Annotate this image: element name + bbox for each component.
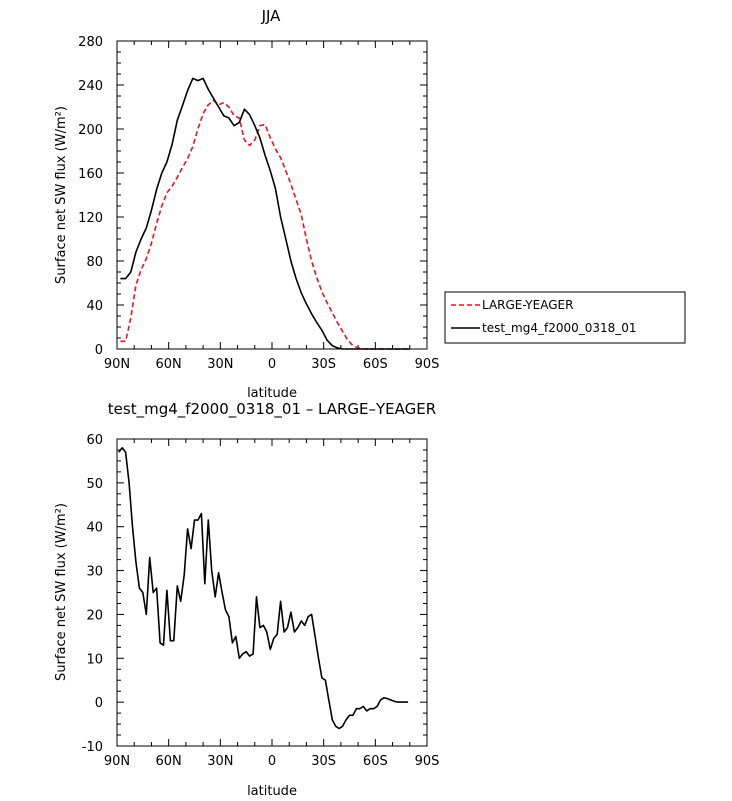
bottom-y-tick-label: 50: [86, 477, 103, 492]
bottom-plot-frame: [116, 438, 428, 747]
top-series-line-1: [120, 77, 410, 350]
bottom-x-tick-label: 90N: [104, 754, 130, 769]
bottom-y-tick-label: 20: [86, 608, 103, 623]
top-y-axis-title: Surface net SW flux (W/m²): [54, 106, 69, 284]
bottom-x-tick-label: 90S: [415, 754, 440, 769]
bottom-y-tick-labels: -10 0 10 20 30 40 50 60: [82, 433, 103, 755]
top-y-tick-label: 0: [95, 343, 103, 358]
bottom-y-tick-label: 0: [95, 696, 103, 711]
bottom-x-tick-label: 60S: [363, 754, 388, 769]
bottom-x-axis-title: latitude: [247, 784, 297, 799]
top-x-axis-title: latitude: [247, 386, 297, 401]
bottom-x-tick-label: 0: [268, 754, 276, 769]
top-y-tick-label: 200: [78, 123, 103, 138]
bottom-y-tick-label: 60: [86, 433, 103, 448]
bottom-series-line-0: [118, 446, 409, 730]
bottom-y-tick-label: 40: [86, 521, 103, 536]
top-y-tick-label: 80: [86, 255, 103, 270]
bottom-y-tick-label: -10: [82, 740, 103, 755]
top-y-tick-label: 240: [78, 79, 103, 94]
top-chart-title: JJA: [261, 7, 282, 25]
top-plot-frame: [116, 40, 428, 350]
top-y-tick-labels: 0 40 80 120 160 200 240 280: [78, 35, 103, 358]
bottom-x-tick-labels: 90N 60N 30N 0 30S 60S 90S: [104, 754, 440, 769]
top-x-tick-label: 90S: [415, 357, 440, 372]
top-y-tick-label: 280: [78, 35, 103, 50]
top-series-group: [120, 77, 410, 350]
top-y-tick-label: 120: [78, 211, 103, 226]
legend: LARGE-YEAGER test_mg4_f2000_0318_01: [444, 291, 686, 344]
top-x-tick-labels: 90N 60N 30N 0 30S 60S 90S: [104, 357, 440, 372]
legend-label-test: test_mg4_f2000_0318_01: [482, 321, 637, 335]
top-y-tick-label: 160: [78, 167, 103, 182]
bottom-x-tick-label: 60N: [156, 754, 182, 769]
bottom-chart-title: test_mg4_f2000_0318_01 – LARGE–YEAGER: [108, 400, 436, 419]
top-x-tick-label: 90N: [104, 357, 130, 372]
legend-label-large-yeager: LARGE-YEAGER: [482, 298, 573, 312]
bottom-y-axis-title: Surface net SW flux (W/m²): [54, 503, 69, 681]
top-x-tick-label: 30N: [207, 357, 233, 372]
top-x-tick-label: 60N: [156, 357, 182, 372]
top-series-line-0: [120, 99, 410, 350]
bottom-x-tick-label: 30S: [311, 754, 336, 769]
top-x-tick-label: 60S: [363, 357, 388, 372]
bottom-y-tick-label: 30: [86, 565, 103, 580]
top-y-tick-label: 40: [86, 299, 103, 314]
bottom-x-tick-label: 30N: [207, 754, 233, 769]
legend-box: [444, 291, 686, 344]
bottom-panel: test_mg4_f2000_0318_01 – LARGE–YEAGER 90…: [54, 400, 439, 799]
top-tick-marks: [116, 40, 428, 350]
top-panel: JJA 90N 60N 30N 0 30S 60S 90S 0 40 80 120 160 200 24…: [54, 7, 439, 401]
top-x-tick-label: 30S: [311, 357, 336, 372]
top-x-tick-label: 0: [268, 357, 276, 372]
bottom-y-tick-label: 10: [86, 652, 103, 667]
bottom-series-group: [118, 446, 409, 730]
